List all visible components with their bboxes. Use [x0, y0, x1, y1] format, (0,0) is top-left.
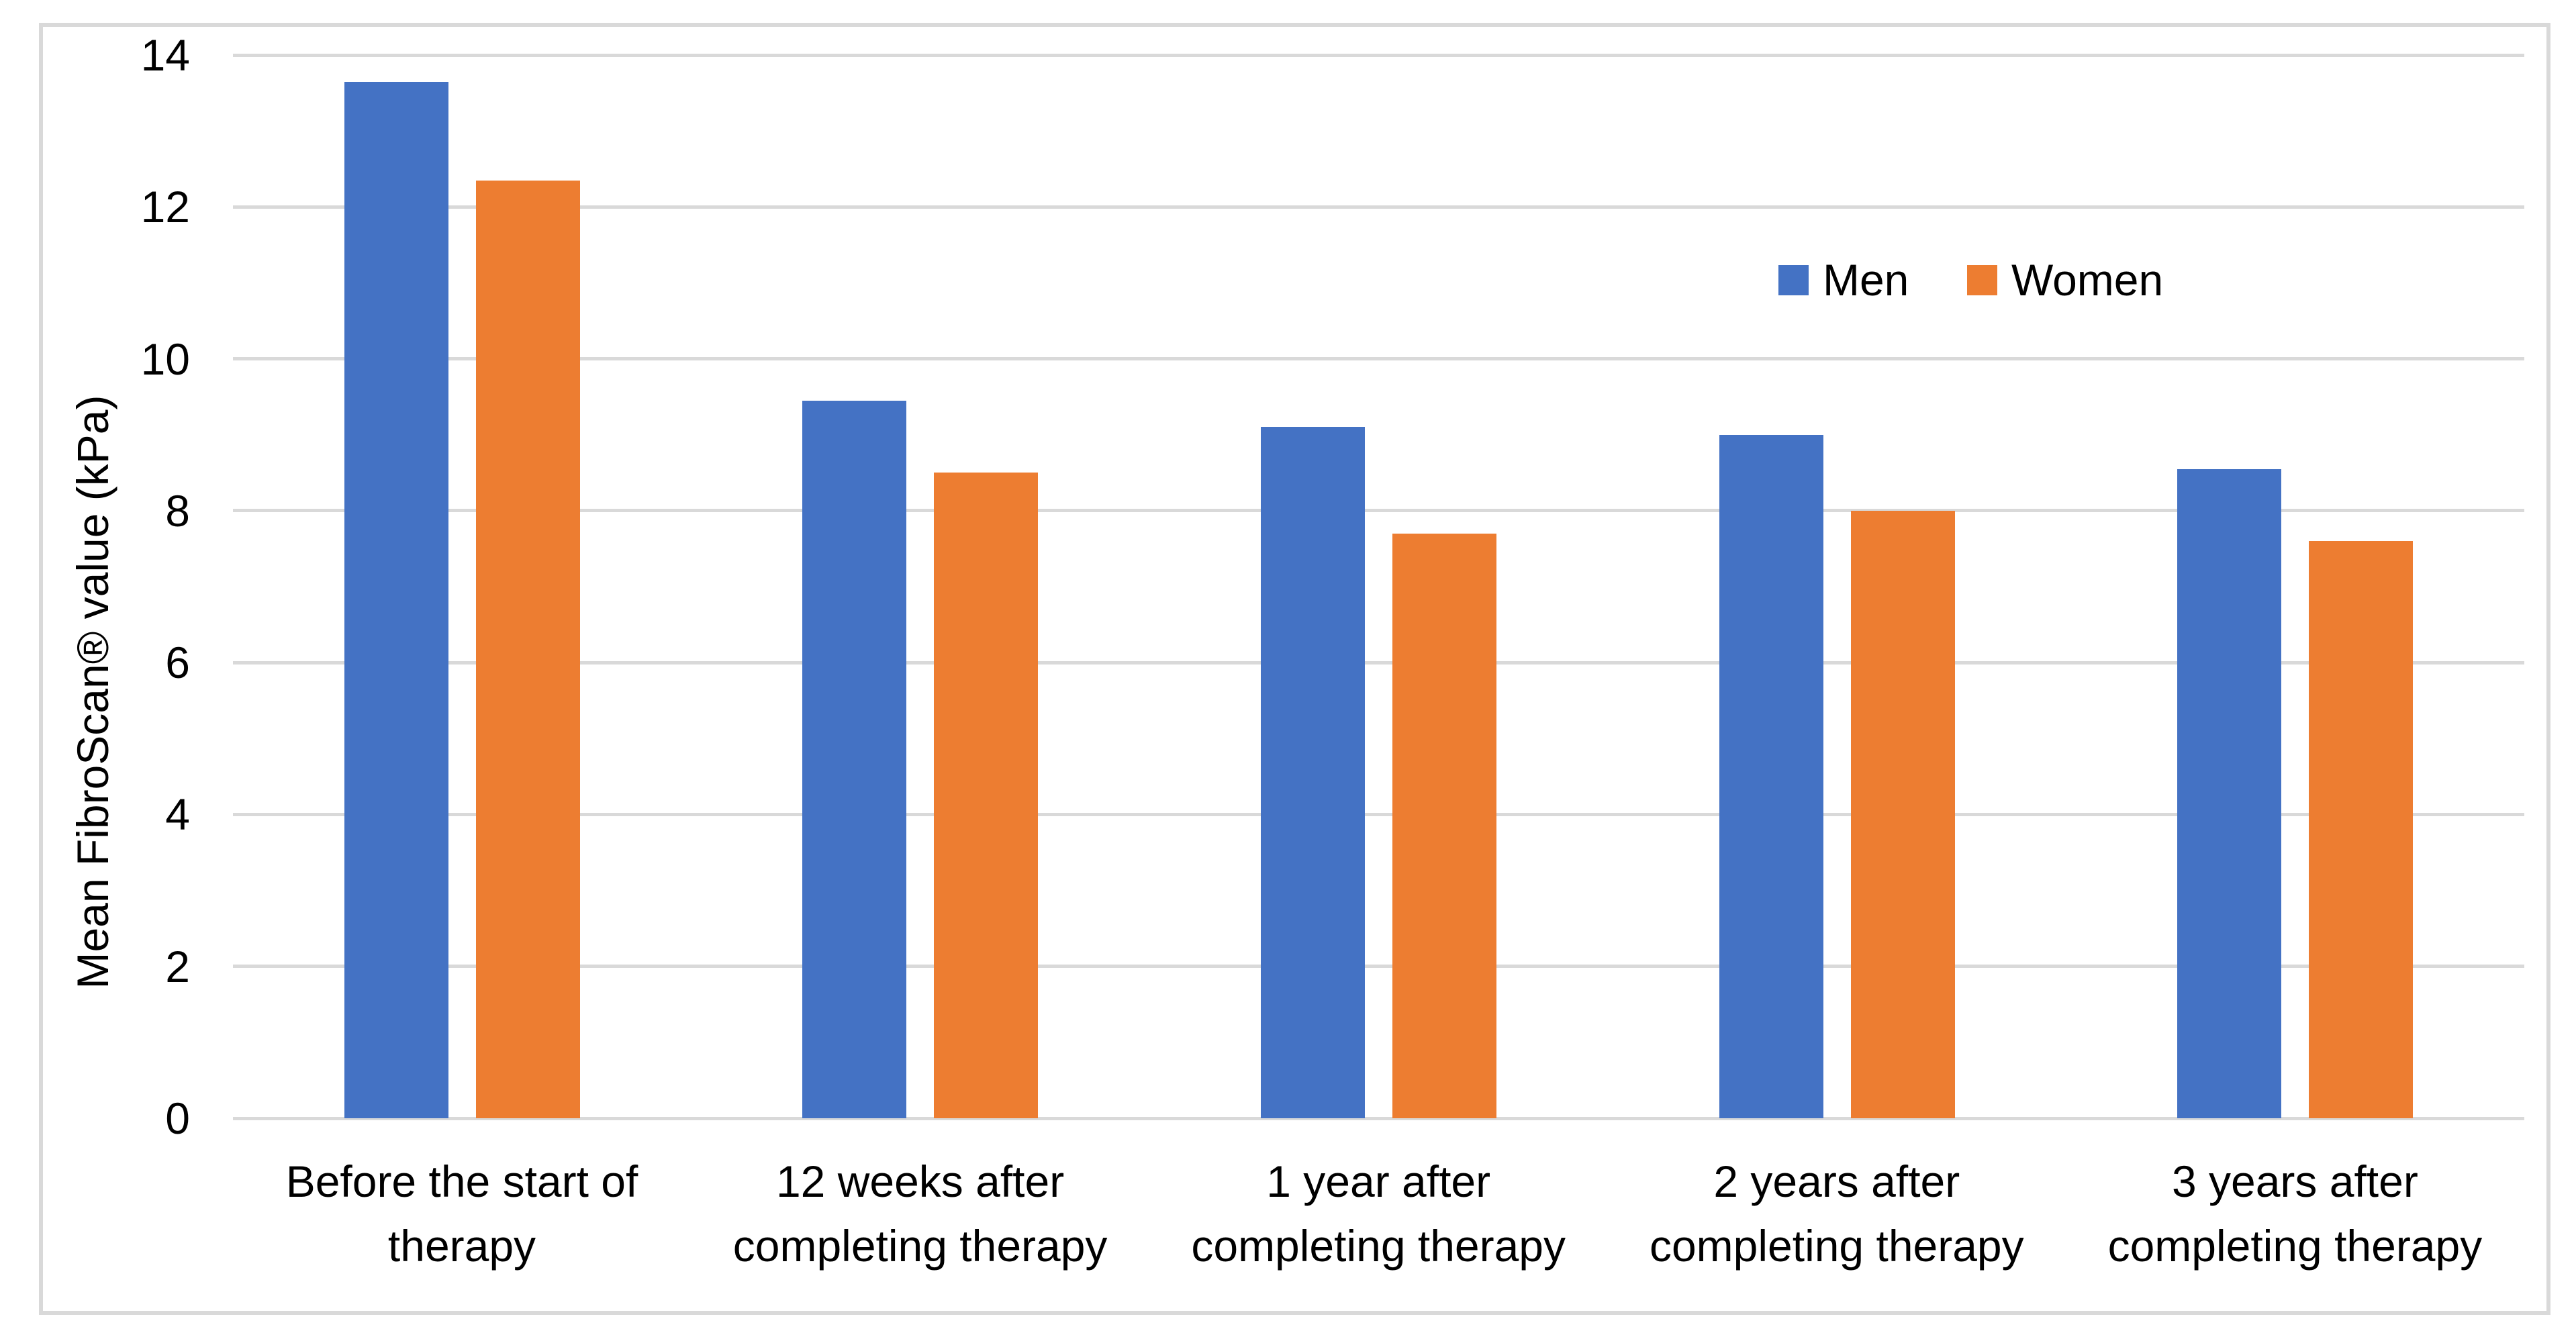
legend-label-men: Men: [1823, 255, 1909, 305]
gridline-y-10: [233, 357, 2524, 361]
gridline-y-12: [233, 205, 2524, 209]
x-category-label-4: 3 years after completing therapy: [2107, 1156, 2483, 1271]
legend-swatch-women: [1967, 264, 1997, 295]
legend-item-men: Men: [1778, 255, 1909, 305]
gridline-y-2: [233, 965, 2524, 969]
x-category-label-1: 12 weeks after completing therapy: [732, 1156, 1108, 1271]
bar-men-2: [1261, 427, 1365, 1118]
y-tick-label-10: 10: [140, 334, 190, 384]
x-category-label-3: 2 years after completing therapy: [1649, 1156, 2024, 1271]
legend-swatch-men: [1778, 264, 1809, 295]
bar-men-1: [802, 400, 907, 1118]
y-tick-label-2: 2: [165, 941, 190, 991]
legend-item-women: Women: [1967, 255, 2164, 305]
y-tick-label-4: 4: [165, 789, 190, 840]
y-tick-label-12: 12: [140, 182, 190, 232]
bar-women-3: [1850, 510, 1955, 1118]
gridline-y-6: [233, 660, 2524, 664]
x-category-label-2: 1 year after completing therapy: [1191, 1156, 1566, 1271]
y-tick-label-6: 6: [165, 638, 190, 688]
y-axis-title: Mean FibroScan® value (kPa): [68, 395, 117, 989]
bar-men-4: [2177, 469, 2282, 1118]
gridline-y-8: [233, 509, 2524, 513]
bar-women-4: [2309, 541, 2414, 1118]
gridline-y-14: [233, 53, 2524, 57]
y-tick-label-14: 14: [140, 30, 190, 80]
legend-label-women: Women: [2011, 255, 2164, 305]
bar-men-3: [1719, 434, 1823, 1118]
x-category-label-0: Before the start of therapy: [285, 1156, 638, 1271]
gridline-y-0: [233, 1116, 2524, 1120]
gridline-y-4: [233, 812, 2524, 816]
y-tick-label-8: 8: [165, 485, 190, 536]
bar-women-1: [934, 473, 1039, 1118]
bar-men-0: [344, 81, 448, 1118]
y-tick-label-0: 0: [165, 1093, 190, 1143]
bar-women-0: [475, 180, 580, 1118]
bar-women-2: [1392, 533, 1496, 1118]
